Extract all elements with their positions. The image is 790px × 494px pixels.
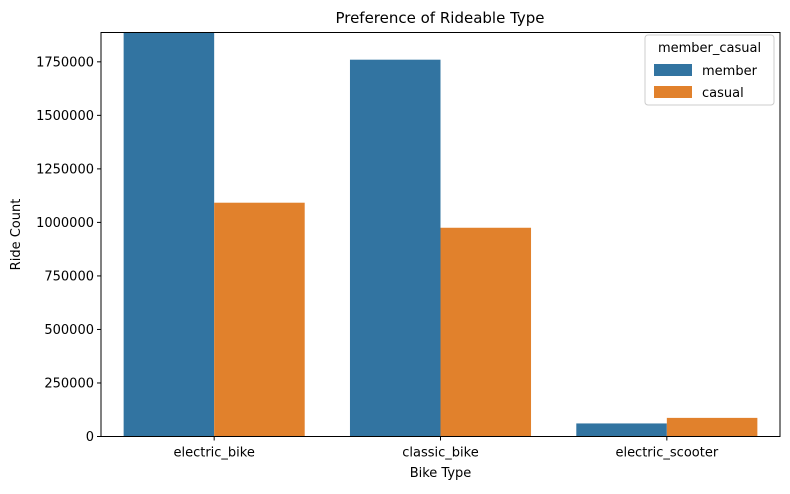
legend-title: member_casual (658, 41, 761, 56)
x-tick-label: electric_bike (173, 446, 254, 461)
plot-frame (100, 32, 781, 437)
legend-label-member: member (702, 64, 758, 79)
y-tick-label: 0 (86, 430, 94, 445)
y-tick-label: 1500000 (36, 109, 94, 124)
x-axis-ticks: electric_bike classic_bike electric_scoote… (173, 436, 719, 461)
legend-swatch-member (654, 64, 692, 76)
bar-member-electric_scooter (576, 423, 667, 437)
x-tick-label: electric_scooter (615, 446, 718, 461)
y-tick-label: 1750000 (36, 55, 94, 70)
bar-member-classic_bike (349, 59, 441, 437)
chart-title: Preference of Rideable Type (335, 9, 544, 27)
y-tick-label: 750000 (44, 269, 94, 284)
bar-casual-classic_bike (440, 227, 532, 437)
bars-layer (123, 32, 758, 437)
legend-entries: member casual (654, 64, 758, 101)
legend-swatch-casual (654, 86, 692, 98)
y-axis-ticks: 0 250000 500000 750000 1000000 1250000 1500000… (36, 55, 101, 445)
bar-member-electric_bike (123, 32, 215, 437)
y-tick-label: 500000 (44, 323, 94, 338)
y-tick-label: 1000000 (36, 216, 94, 231)
x-tick-label: classic_bike (402, 446, 478, 461)
x-axis-label: Bike Type (410, 466, 472, 481)
bar-casual-electric_scooter (666, 417, 758, 437)
y-axis-label: Ride Count (9, 199, 24, 271)
y-tick-label: 250000 (44, 376, 94, 391)
bar-casual-electric_bike (214, 202, 305, 437)
y-tick-label: 1250000 (36, 162, 94, 177)
legend: member_casual member casual (644, 34, 775, 106)
legend-label-casual: casual (702, 86, 744, 101)
